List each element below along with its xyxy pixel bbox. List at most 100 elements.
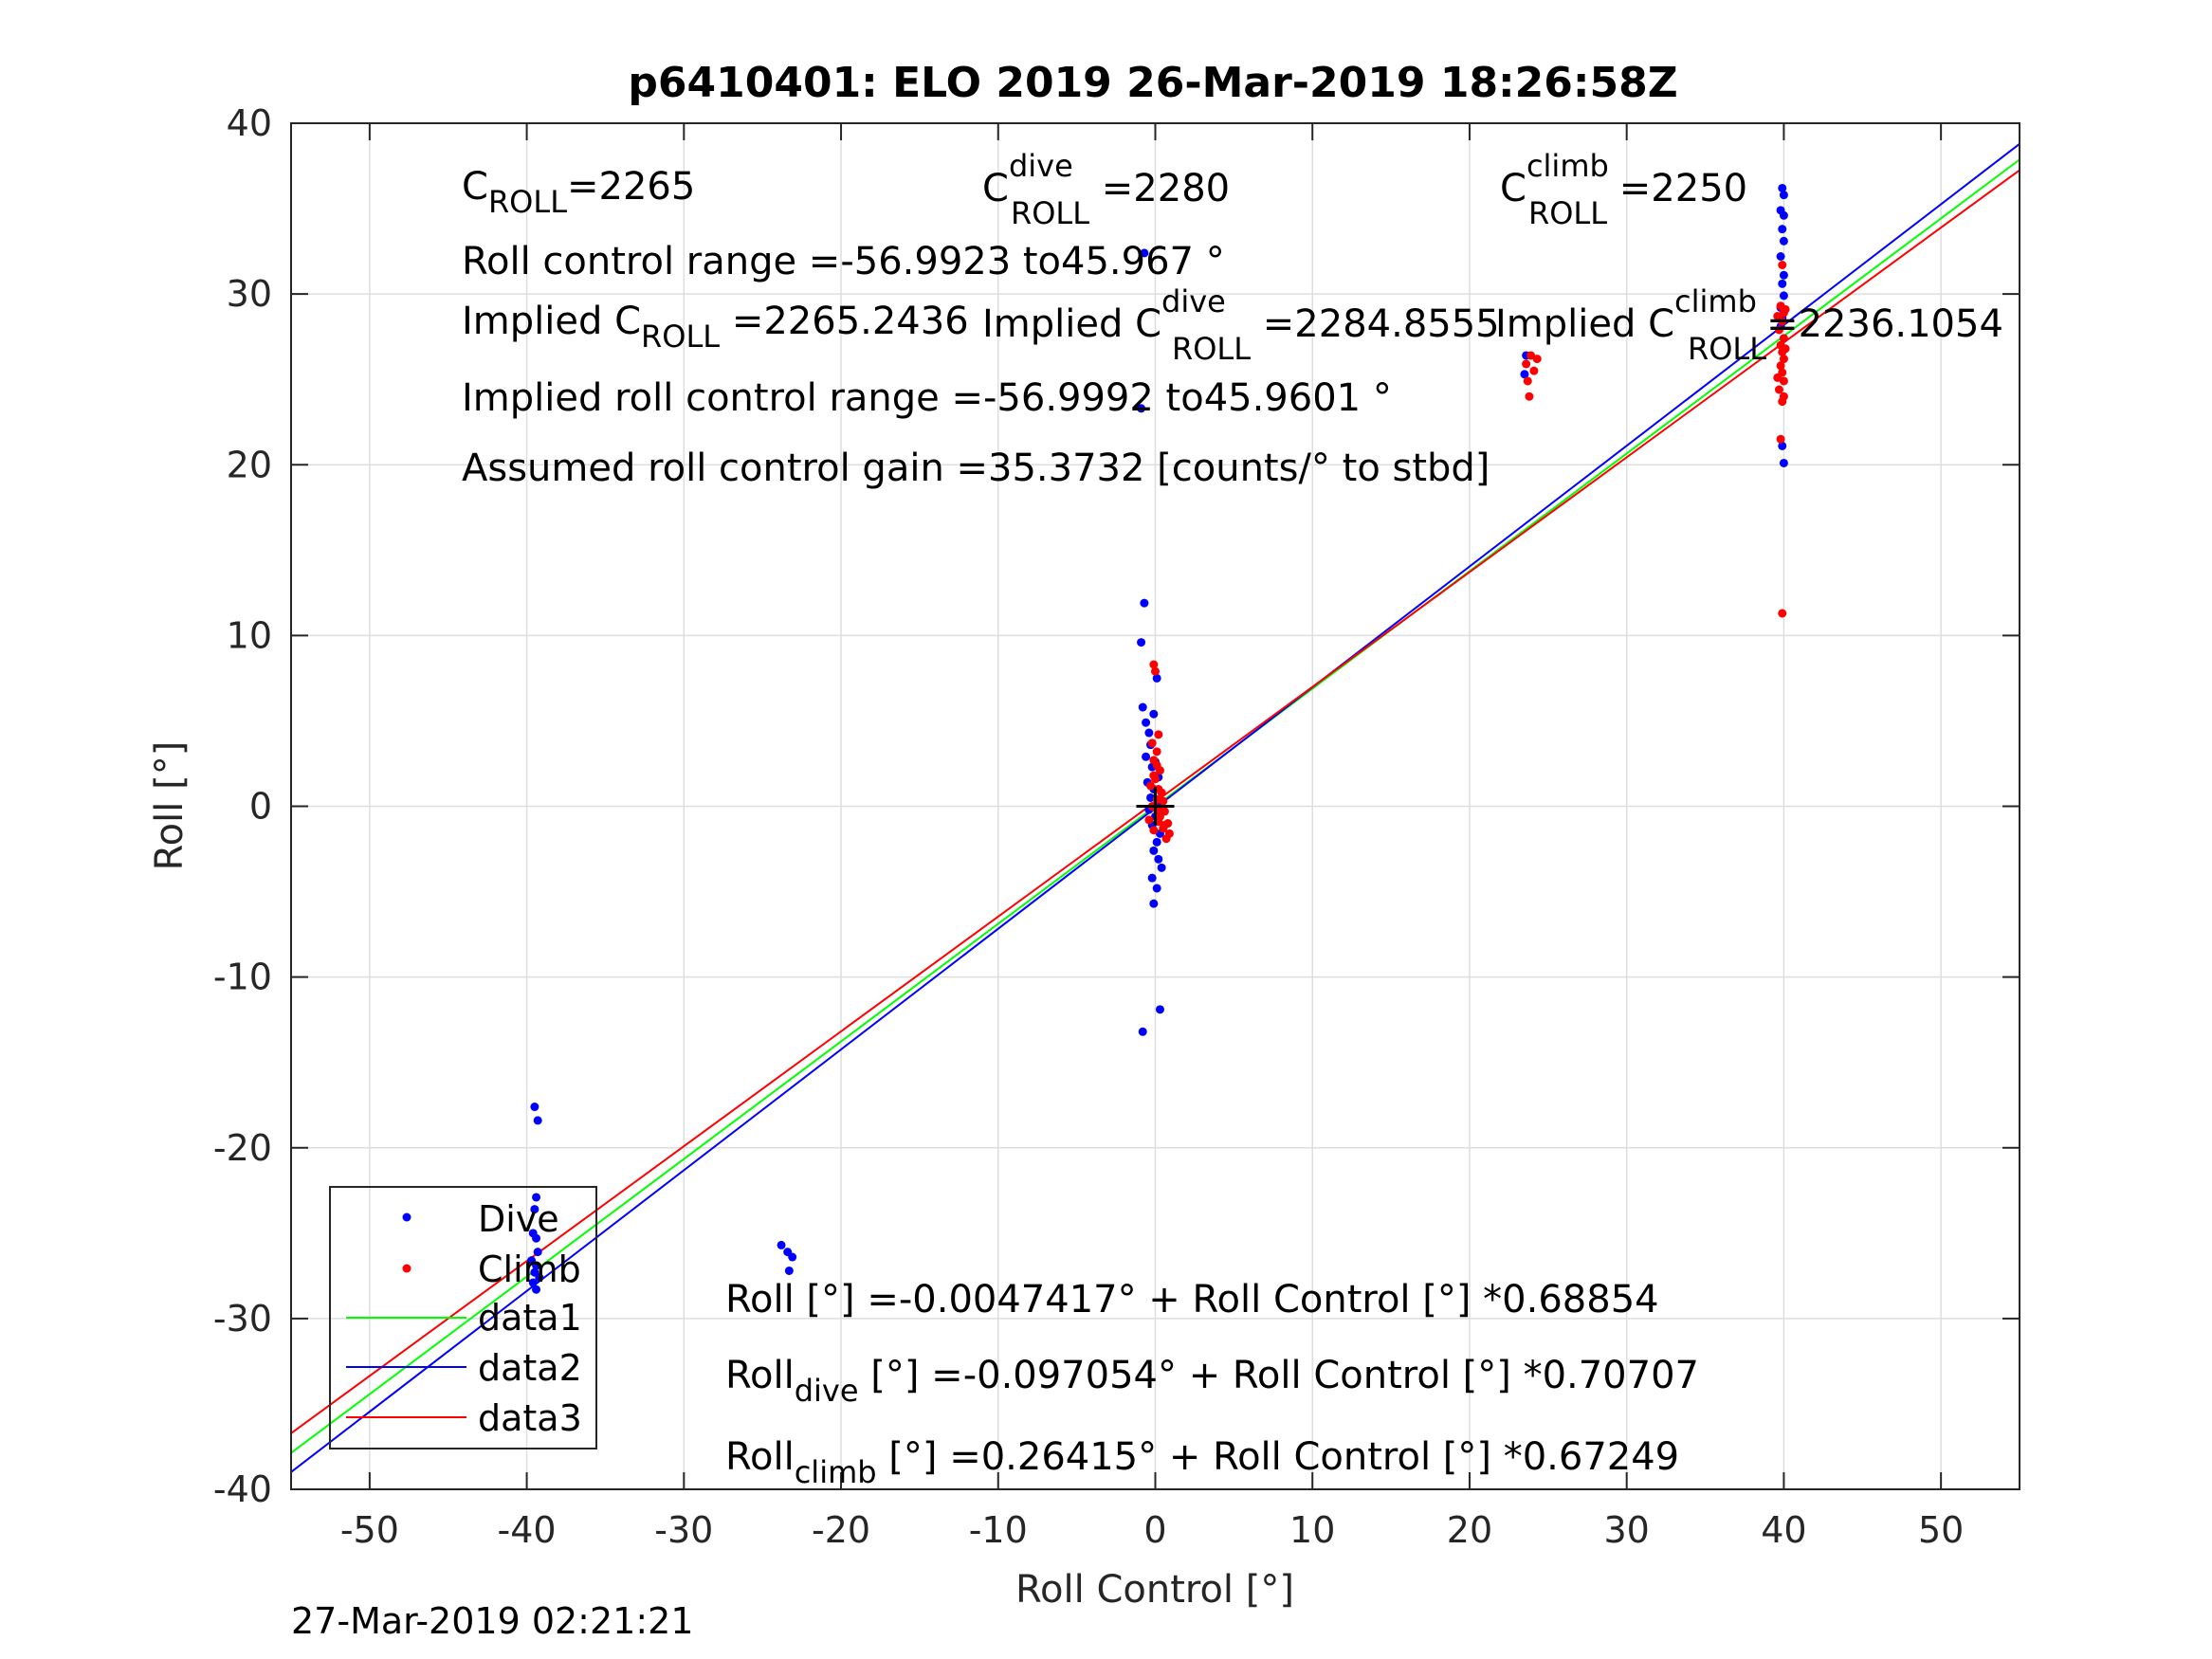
climb-point	[1160, 820, 1169, 830]
climb-point	[1774, 325, 1783, 335]
y-axis-label: Roll [°]	[148, 741, 192, 871]
fit-dive-equation: Rolldive [°] =-0.097054° + Roll Control …	[725, 1354, 1699, 1409]
implied-c-dive-sub: ROLL	[1172, 331, 1251, 367]
implied-c-roll-annotation: Implied CROLL =2265.2436	[462, 300, 969, 355]
x-tick-label: -50	[340, 1509, 399, 1551]
y-tick-label: 0	[249, 786, 272, 828]
c-roll-base: C	[462, 165, 488, 209]
x-tick-label: 40	[1761, 1509, 1806, 1551]
x-tick-label: 10	[1289, 1509, 1335, 1551]
legend-box	[329, 1186, 597, 1449]
dive-point	[1154, 854, 1163, 864]
climb-point	[1773, 312, 1782, 321]
dive-point	[1778, 183, 1787, 192]
c-climb-value: =2250	[1607, 167, 1747, 210]
climb-point	[1146, 781, 1156, 791]
implied-c-climb-annotation: Implied Cclimb ROLL=2236.1054	[1495, 283, 2003, 367]
dive-point	[1149, 709, 1159, 719]
climb-point	[1773, 373, 1782, 382]
climb-point	[1778, 397, 1787, 407]
implied-c-roll-value: =2265.2436	[720, 300, 969, 343]
fit-climb-base: Roll	[725, 1435, 795, 1479]
climb-point	[1144, 815, 1154, 825]
y-tick-label: 40	[227, 102, 272, 144]
implied-c-roll-sub: ROLL	[641, 319, 720, 355]
legend: Dive Climb data1 data2 data3	[329, 1186, 597, 1449]
implied-c-dive-sup: dive	[1161, 283, 1226, 319]
assumed-gain-text: Assumed roll control gain =35.3732 [coun…	[462, 447, 1490, 490]
dive-point	[1779, 210, 1788, 220]
dive-point	[1140, 598, 1149, 608]
dive-point	[1137, 404, 1146, 413]
climb-point	[1152, 747, 1161, 757]
c-climb-base: C	[1500, 167, 1526, 210]
annotations: CROLL=2265 Cdive ROLL =2280 Cclimb ROLL =2…	[462, 148, 2003, 1490]
y-tick-label: 10	[227, 614, 272, 656]
implied-c-dive-annotation: Implied Cdive ROLL =2284.8555	[982, 283, 1500, 367]
dive-point	[528, 1278, 538, 1287]
x-tick-label: 30	[1604, 1509, 1650, 1551]
c-roll-annotation: CROLL=2265	[462, 165, 695, 220]
implied-c-climb-value: =2236.1054	[1766, 302, 2003, 346]
c-roll-sub: ROLL	[488, 184, 567, 220]
dive-point	[530, 1205, 539, 1214]
climb-point	[1781, 304, 1790, 314]
tick-labels: -50 -40 -30 -20 -10 0 10 20 30 40 50 -40 -30 -20 -10 0 1…	[213, 102, 1964, 1551]
climb-point	[1529, 366, 1539, 375]
timestamp: 27-Mar-2019 02:21:21	[291, 1600, 694, 1642]
legend-climb-label: Climb	[478, 1249, 581, 1290]
dive-point	[1144, 728, 1154, 738]
c-dive-sup: dive	[1009, 148, 1073, 184]
y-tick-label: -20	[213, 1127, 272, 1169]
dive-point	[1138, 702, 1147, 712]
dive-point	[1157, 863, 1166, 872]
axis-ticks	[291, 122, 2020, 1490]
dive-point	[1152, 837, 1161, 847]
fit-all-equation: Roll [°] =-0.0047417° + Roll Control [°]…	[725, 1278, 1659, 1322]
dive-point	[1778, 279, 1787, 288]
implied-c-climb-sup: climb	[1674, 283, 1757, 319]
climb-point	[1523, 376, 1532, 386]
c-roll-value: =2265	[567, 165, 695, 209]
dive-point	[1137, 638, 1146, 647]
legend-dive-label: Dive	[478, 1198, 559, 1240]
climb-point	[1159, 796, 1168, 806]
climb-point	[1149, 660, 1159, 669]
legend-data1-label: data1	[478, 1297, 582, 1339]
implied-c-climb-sub: ROLL	[1688, 331, 1766, 367]
climb-point	[1779, 334, 1788, 343]
c-dive-annotation: Cdive ROLL =2280	[982, 148, 1230, 231]
climb-point	[1151, 666, 1160, 676]
c-climb-annotation: Cclimb ROLL =2250	[1500, 148, 1747, 231]
climb-point	[1781, 344, 1790, 354]
y-tick-label: -30	[213, 1298, 272, 1340]
climb-point	[1154, 730, 1163, 739]
chart-title: p6410401: ELO 2019 26-Mar-2019 18:26:58Z	[628, 59, 1677, 107]
climb-point	[1525, 392, 1534, 401]
dive-point	[1779, 291, 1788, 301]
fit-dive-rest: [°] =-0.097054° + Roll Control [°] *0.70…	[859, 1354, 1699, 1397]
dive-point	[535, 1273, 544, 1283]
dive-point	[1779, 236, 1788, 246]
data-points	[527, 183, 1790, 1294]
dive-point	[1140, 248, 1149, 258]
implied-roll-control-range-text: Implied roll control range =-56.9992 to4…	[462, 376, 1392, 420]
dive-point	[1778, 225, 1787, 234]
fit-climb-rest: [°] =0.26415° + Roll Control [°] *0.6724…	[877, 1435, 1680, 1479]
x-tick-label: 50	[1918, 1509, 1964, 1551]
dive-point	[533, 1248, 542, 1257]
dive-point	[530, 1103, 539, 1112]
legend-data2-label: data2	[478, 1347, 582, 1389]
x-axis-label: Roll Control [°]	[1015, 1568, 1294, 1612]
y-tick-label: 20	[227, 444, 272, 485]
implied-c-climb-prefix: Implied C	[1495, 302, 1674, 346]
dive-point	[1779, 270, 1788, 280]
climb-point	[1778, 261, 1787, 270]
x-tick-label: -30	[654, 1509, 713, 1551]
implied-c-dive-prefix: Implied C	[982, 302, 1161, 346]
dive-point	[532, 1233, 541, 1243]
dive-point	[532, 1261, 541, 1270]
climb-point	[1152, 760, 1161, 770]
dive-point	[1142, 718, 1151, 727]
